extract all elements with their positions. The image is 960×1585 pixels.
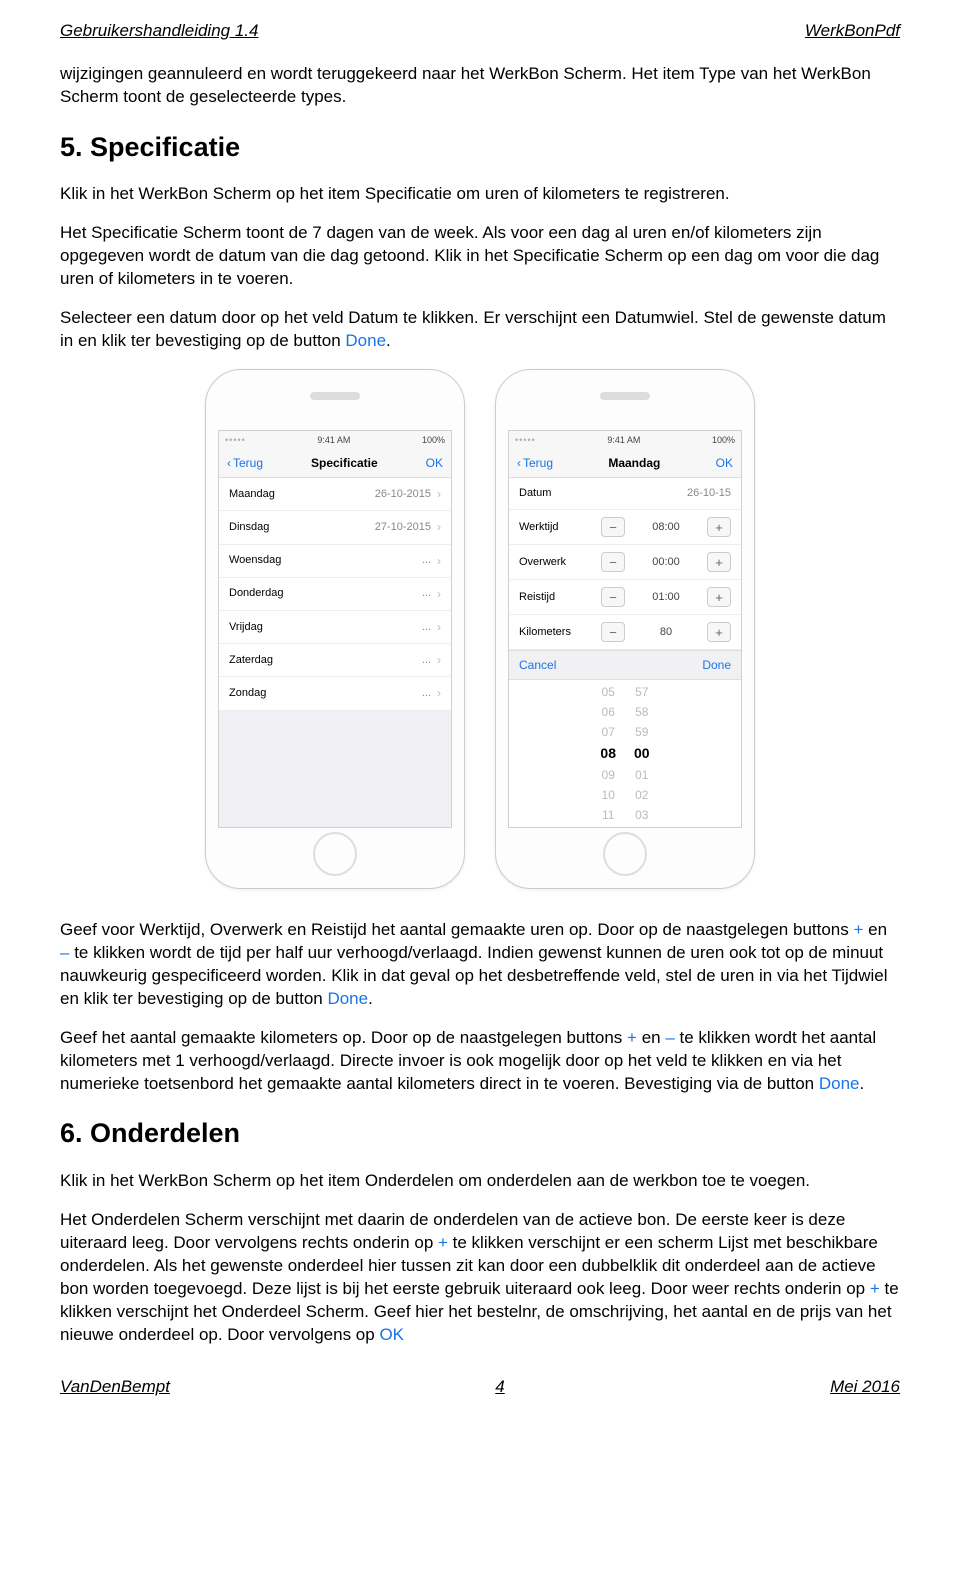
chevron-left-icon: ‹	[517, 455, 521, 471]
signal-dots: •••••	[515, 434, 536, 446]
section5-p2: Het Specificatie Scherm toont de 7 dagen…	[60, 222, 900, 291]
days-list: Maandag26-10-2015› Dinsdag27-10-2015› Wo…	[219, 478, 451, 710]
minus-button[interactable]: −	[601, 622, 625, 642]
section5-p3: Selecteer een datum door op het veld Dat…	[60, 307, 900, 353]
back-button[interactable]: ‹ Terug	[227, 455, 263, 471]
footer-page: 4	[495, 1376, 504, 1399]
status-bar: ••••• 9:41 AM 100%	[509, 431, 741, 449]
plus-button[interactable]: +	[707, 622, 731, 642]
nav-bar: ‹ Terug Specificatie OK	[219, 449, 451, 478]
stepper-value[interactable]: 08:00	[643, 520, 689, 535]
list-item[interactable]: Donderdag...›	[219, 578, 451, 611]
status-time: 9:41 AM	[607, 434, 640, 446]
ok-button[interactable]: OK	[716, 455, 733, 471]
minus-button[interactable]: −	[601, 517, 625, 537]
section6-p1: Klik in het WerkBon Scherm op het item O…	[60, 1170, 900, 1193]
list-item[interactable]: Zondag...›	[219, 677, 451, 710]
plus-button[interactable]: +	[707, 587, 731, 607]
status-battery: 100%	[712, 434, 735, 446]
chevron-right-icon: ›	[437, 553, 441, 569]
list-item[interactable]: Woensdag...›	[219, 545, 451, 578]
stepper-row: Kilometers − 80 +	[509, 615, 741, 650]
picker-col-minutes[interactable]: 57 58 59 00 01 02 03	[634, 684, 650, 824]
list-item[interactable]: Dinsdag27-10-2015›	[219, 511, 451, 544]
section6-p2: Het Onderdelen Scherm verschijnt met daa…	[60, 1209, 900, 1347]
section5-p1: Klik in het WerkBon Scherm op het item S…	[60, 183, 900, 206]
intro-paragraph: wijzigingen geannuleerd en wordt terugge…	[60, 63, 900, 109]
nav-title: Maandag	[608, 455, 660, 471]
chevron-right-icon: ›	[437, 619, 441, 635]
list-item[interactable]: Vrijdag...›	[219, 611, 451, 644]
status-battery: 100%	[422, 434, 445, 446]
phone-left: ••••• 9:41 AM 100% ‹ Terug Specificatie …	[205, 369, 465, 889]
stepper-row: Werktijd − 08:00 +	[509, 510, 741, 545]
stepper-value[interactable]: 01:00	[643, 590, 689, 605]
ok-button[interactable]: OK	[426, 455, 443, 471]
status-time: 9:41 AM	[317, 434, 350, 446]
minus-button[interactable]: −	[601, 552, 625, 572]
stepper-value[interactable]: 80	[643, 625, 689, 640]
section5-p4: Geef voor Werktijd, Overwerk en Reistijd…	[60, 919, 900, 1011]
date-row[interactable]: Datum 26-10-15	[509, 478, 741, 510]
signal-dots: •••••	[225, 434, 246, 446]
chevron-right-icon: ›	[437, 486, 441, 502]
nav-title: Specificatie	[311, 455, 378, 471]
phone-right: ••••• 9:41 AM 100% ‹ Terug Maandag OK Da…	[495, 369, 755, 889]
picker-col-hours[interactable]: 05 06 07 08 09 10 11	[600, 684, 616, 824]
chevron-right-icon: ›	[437, 519, 441, 535]
section5-p5: Geef het aantal gemaakte kilometers op. …	[60, 1027, 900, 1096]
list-item[interactable]: Zaterdag...›	[219, 644, 451, 677]
picker-toolbar: Cancel Done	[509, 650, 741, 680]
stepper-value[interactable]: 00:00	[643, 555, 689, 570]
plus-button[interactable]: +	[707, 552, 731, 572]
phone-right-screen: ••••• 9:41 AM 100% ‹ Terug Maandag OK Da…	[508, 430, 742, 828]
chevron-right-icon: ›	[437, 652, 441, 668]
nav-bar: ‹ Terug Maandag OK	[509, 449, 741, 478]
list-item[interactable]: Maandag26-10-2015›	[219, 478, 451, 511]
plus-button[interactable]: +	[707, 517, 731, 537]
phone-left-screen: ••••• 9:41 AM 100% ‹ Terug Specificatie …	[218, 430, 452, 828]
section6-title: 6. Onderdelen	[60, 1115, 900, 1151]
back-button[interactable]: ‹ Terug	[517, 455, 553, 471]
stepper-row: Overwerk − 00:00 +	[509, 545, 741, 580]
done-text: Done	[345, 331, 386, 350]
section5-title: 5. Specificatie	[60, 129, 900, 165]
chevron-left-icon: ‹	[227, 455, 231, 471]
footer-right: Mei 2016	[830, 1376, 900, 1399]
status-bar: ••••• 9:41 AM 100%	[219, 431, 451, 449]
footer-left: VanDenBempt	[60, 1376, 170, 1399]
header-right: WerkBonPdf	[805, 20, 900, 43]
screenshots-row: ••••• 9:41 AM 100% ‹ Terug Specificatie …	[60, 369, 900, 889]
header-left: Gebruikershandleiding 1.4	[60, 20, 258, 43]
stepper-row: Reistijd − 01:00 +	[509, 580, 741, 615]
page-header: Gebruikershandleiding 1.4 WerkBonPdf	[60, 20, 900, 43]
chevron-right-icon: ›	[437, 586, 441, 602]
chevron-right-icon: ›	[437, 685, 441, 701]
done-button[interactable]: Done	[702, 657, 731, 673]
page-footer: VanDenBempt 4 Mei 2016	[60, 1376, 900, 1399]
minus-button[interactable]: −	[601, 587, 625, 607]
cancel-button[interactable]: Cancel	[519, 657, 556, 673]
detail-list: Datum 26-10-15 Werktijd − 08:00 + Overwe…	[509, 478, 741, 650]
time-picker[interactable]: 05 06 07 08 09 10 11 57 58 59 00 01 02 0…	[509, 680, 741, 827]
